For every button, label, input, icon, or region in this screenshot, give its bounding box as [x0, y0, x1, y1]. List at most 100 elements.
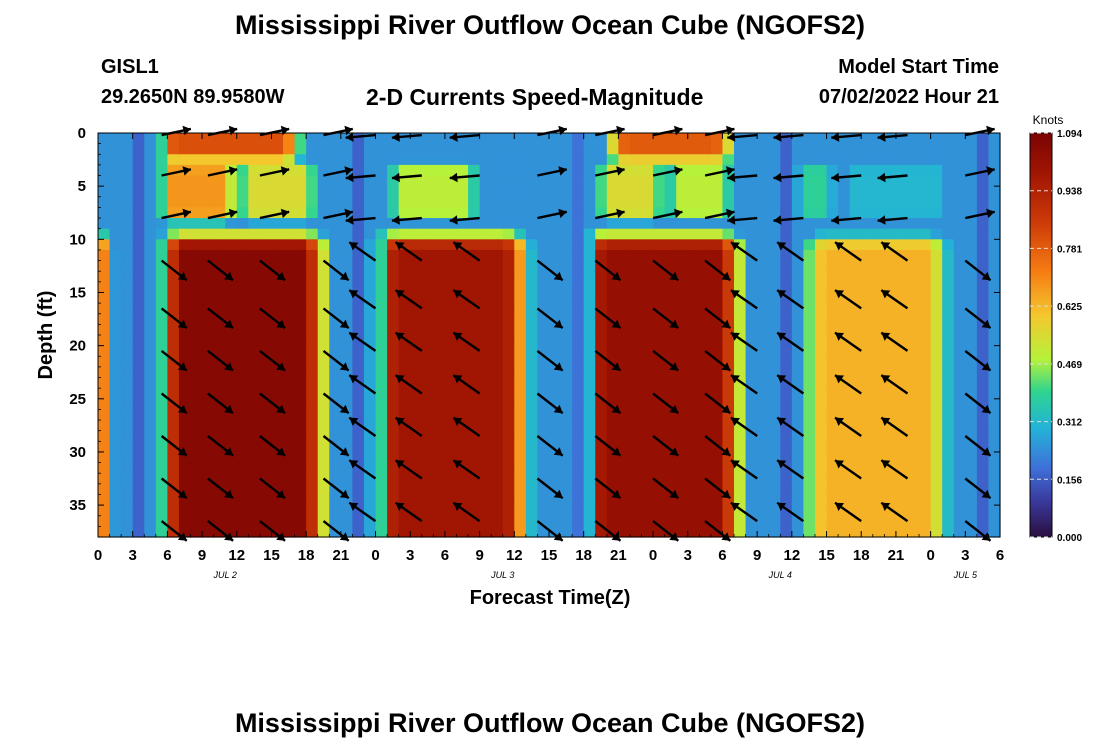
heatmap-cell [259, 473, 273, 485]
heatmap-cell [340, 303, 354, 315]
heatmap-cell [121, 335, 134, 347]
heatmap-cell [757, 143, 770, 155]
heatmap-cell [375, 154, 388, 166]
heatmap-cell [803, 441, 816, 453]
heatmap-cell [225, 175, 238, 187]
y-tick-label: 35 [69, 497, 86, 514]
heatmap-cell [456, 175, 469, 187]
heatmap-cell [202, 218, 215, 230]
heatmap-cell [838, 175, 851, 187]
heatmap-cell [919, 186, 932, 198]
heatmap-cell [942, 186, 955, 198]
heatmap-cell [190, 175, 203, 187]
heatmap-cell [803, 377, 816, 389]
heatmap-cell [259, 164, 273, 177]
heatmap-cell [387, 526, 400, 538]
heatmap-cell [699, 143, 712, 155]
heatmap-cell [757, 228, 770, 240]
heatmap-cell [502, 313, 515, 325]
heatmap-cell [202, 526, 215, 538]
heatmap-cell [259, 366, 273, 379]
heatmap-cell [849, 473, 862, 485]
heatmap-cell [109, 281, 122, 294]
heatmap-cell [537, 505, 550, 517]
heatmap-cell [965, 494, 978, 506]
heatmap-cell [387, 377, 400, 389]
heatmap-cell [745, 196, 758, 209]
heatmap-cell [803, 154, 816, 166]
heatmap-cell [965, 239, 978, 251]
heatmap-cell [213, 324, 226, 336]
heatmap-cell [236, 271, 249, 283]
heatmap-cell [942, 303, 955, 315]
heatmap-cell [387, 356, 400, 368]
heatmap-cell [861, 483, 874, 496]
heatmap-cell [259, 388, 273, 400]
heatmap-cell [699, 505, 712, 517]
heatmap-cell [861, 526, 874, 538]
heatmap-cell [549, 313, 562, 325]
current-arrow [877, 132, 908, 142]
heatmap-cell [895, 186, 909, 198]
heatmap-cell [629, 313, 643, 325]
heatmap-cell [433, 356, 446, 368]
heatmap-cell [132, 249, 145, 262]
heatmap-cell [641, 505, 654, 517]
heatmap-cell [352, 526, 365, 538]
heatmap-cell [814, 218, 828, 230]
heatmap-cell [283, 505, 296, 517]
heatmap-cell [942, 175, 955, 187]
heatmap-cell [664, 451, 677, 464]
heatmap-cell [155, 218, 168, 230]
heatmap-cell [572, 207, 585, 219]
heatmap-cell [121, 441, 134, 453]
heatmap-cell [895, 345, 909, 357]
heatmap-cell [132, 515, 145, 527]
heatmap-cell [583, 409, 596, 421]
heatmap-cell [225, 451, 238, 464]
heatmap-cell [491, 271, 504, 283]
heatmap-cell [491, 292, 504, 304]
current-arrow [452, 331, 481, 352]
heatmap-cell [722, 335, 735, 347]
heatmap-cell [791, 451, 805, 464]
heatmap-cell [421, 154, 434, 166]
heatmap-cell [306, 324, 319, 336]
heatmap-cell [919, 356, 932, 368]
heatmap-cell [838, 133, 851, 145]
heatmap-cell [919, 313, 932, 325]
heatmap-cell [502, 483, 515, 496]
heatmap-cell [618, 260, 631, 272]
current-arrow [773, 132, 804, 142]
heatmap-cell [676, 451, 689, 464]
heatmap-cell [98, 313, 111, 325]
heatmap-cell [780, 451, 793, 464]
heatmap-cell [178, 366, 192, 379]
heatmap-cell [745, 292, 758, 304]
heatmap-cell [491, 409, 504, 421]
heatmap-cell [468, 335, 481, 347]
heatmap-cell [734, 228, 747, 240]
heatmap-cell [942, 260, 955, 272]
heatmap-cell [606, 451, 619, 464]
heatmap-cell [838, 335, 851, 347]
heatmap-cell [259, 494, 273, 506]
heatmap-cell [930, 473, 943, 485]
heatmap-cell [895, 420, 909, 432]
heatmap-cell [98, 462, 111, 474]
heatmap-cell [271, 239, 284, 251]
heatmap-cell [236, 526, 249, 538]
heatmap-cell [757, 398, 770, 411]
heatmap-cell [109, 441, 122, 453]
heatmap-cell [791, 430, 805, 442]
heatmap-cell [155, 175, 168, 187]
heatmap-cell [387, 249, 400, 262]
heatmap-cell [433, 292, 446, 304]
heatmap-cell [768, 292, 781, 304]
heatmap-cell [479, 398, 492, 411]
heatmap-cell [456, 462, 469, 474]
heatmap-cell [641, 271, 654, 283]
y-tick-label: 0 [78, 125, 86, 142]
heatmap-cell [768, 186, 781, 198]
heatmap-cell [768, 473, 781, 485]
